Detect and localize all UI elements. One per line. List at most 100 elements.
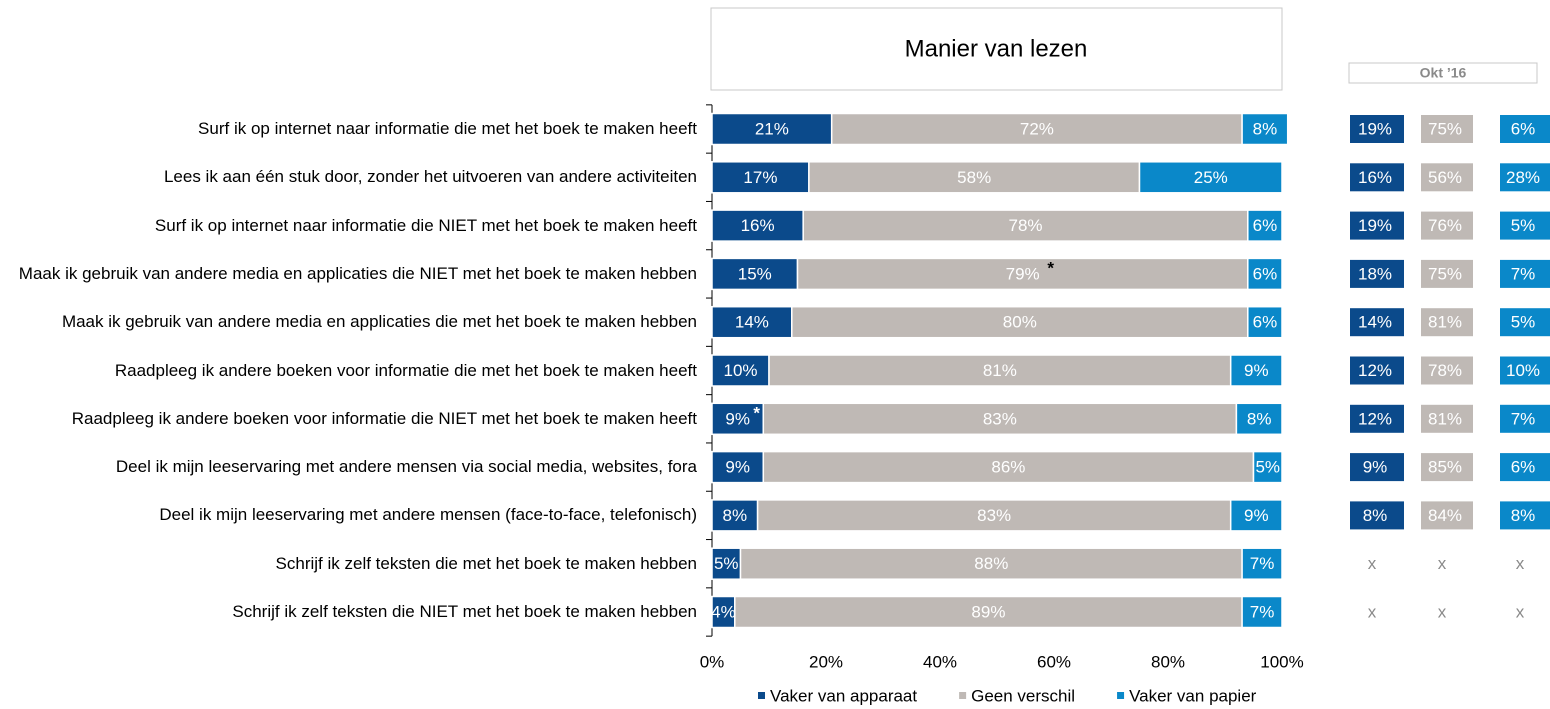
value-label: 58% [957,168,991,187]
comparison-value: x [1438,602,1447,621]
legend-label: Geen verschil [971,686,1075,705]
comparison-value: x [1368,554,1377,573]
value-label: 5% [1255,458,1280,477]
comparison-cell [1421,259,1473,288]
value-label: 9% [1244,506,1269,525]
comparison-cell [1421,453,1473,482]
bar-segment [1241,112,1289,146]
bar-segment [756,499,1232,532]
comparison-value: 19% [1358,216,1392,235]
bar-segment [808,161,1141,194]
bar-segment [739,547,1243,580]
comparison-value: 14% [1358,313,1392,332]
category-label: Maak ik gebruik van andere media en appl… [18,263,697,283]
comparison-value: 8% [1363,506,1388,525]
legend-label: Vaker van papier [1129,686,1257,705]
bar-segment [1235,402,1283,436]
value-label: 10% [723,361,757,380]
comparison-cell [1350,356,1404,385]
value-label: 9% [1244,361,1269,380]
value-label: 7% [1250,554,1275,573]
comparison-cell [1421,163,1473,192]
comparison-cell [1500,308,1550,337]
comparison-value: x [1516,602,1525,621]
bar-segment [1241,595,1283,629]
comparison-cell [1350,211,1404,240]
value-label: 6% [1253,264,1278,283]
category-label: Schrijf ik zelf teksten die met het boek… [275,553,697,573]
value-label: 21% [755,119,789,138]
x-tick-label: 0% [700,652,725,671]
comparison-cell [1421,356,1473,385]
bar-segment [1138,161,1283,194]
comparison-value: 78% [1428,361,1462,380]
value-label: 7% [1250,602,1275,621]
bar-segment [1241,547,1283,580]
comparison-cell [1350,501,1404,530]
value-label: 14% [735,313,769,332]
legend-label: Vaker van apparaat [770,686,917,705]
category-label: Raadpleeg ik andere boeken voor informat… [71,408,697,428]
comparison-cell [1421,308,1473,337]
value-label: 8% [723,506,748,525]
x-tick-label: 20% [809,652,843,671]
comparison-value: 7% [1511,409,1536,428]
value-label: 83% [977,506,1011,525]
value-label: 4% [711,602,736,621]
category-label: Deel ik mijn leeservaring met andere men… [159,505,697,525]
comparison-cell [1350,163,1404,192]
comparison-cell [1350,115,1404,143]
value-label: 9% [725,409,750,428]
comparison-value: 6% [1511,458,1536,477]
comparison-value: x [1368,602,1377,621]
comparison-value: 28% [1506,168,1540,187]
value-label: 72% [1020,119,1054,138]
bar-segment [711,305,793,339]
x-tick-label: 80% [1151,652,1185,671]
comparison-cell [1421,211,1473,240]
comparison-cell [1421,404,1473,433]
bar-segment [734,595,1243,629]
title-box [710,7,1283,91]
comparison-cell [1500,259,1550,288]
value-label: 81% [983,361,1017,380]
x-tick-label: 100% [1260,652,1303,671]
bar-segment [1229,354,1283,387]
comparison-value: 5% [1511,216,1536,235]
comparison-cell [1350,308,1404,337]
annotation: * [1047,258,1054,277]
chart-title: Manier van lezen [905,35,1088,62]
comparison-cell [1500,163,1550,192]
value-label: 15% [738,264,772,283]
bar-segment [1229,499,1283,532]
comparison-cell [1500,501,1550,530]
bar-segment [802,209,1249,242]
value-label: 6% [1253,216,1278,235]
comparison-cell [1421,115,1473,143]
comparison-title: Okt ’16 [1420,65,1467,81]
category-label: Lees ik aan één stuk door, zonder het ui… [163,167,697,187]
category-label: Schrijf ik zelf teksten die NIET met het… [232,602,697,621]
value-label: 8% [1253,119,1278,138]
comparison-cell [1421,501,1473,530]
bar-segment [711,257,799,291]
comparison-cell [1350,453,1404,482]
value-label: 78% [1008,216,1042,235]
bar-segment [711,450,765,484]
value-label: 25% [1194,168,1228,187]
category-label: Maak ik gebruik van andere media en appl… [61,312,697,332]
comparison-cell [1500,356,1550,385]
category-label: Deel ik mijn leeservaring met andere men… [115,457,697,477]
legend-swatch [758,692,765,699]
comparison-cell [1350,404,1404,433]
bar-segment [711,209,804,242]
comparison-value: x [1438,554,1447,573]
category-label: Raadpleeg ik andere boeken voor informat… [114,360,697,380]
comparison-value: 84% [1428,506,1462,525]
comparison-value: 81% [1428,313,1462,332]
category-label: Surf ik op internet naar informatie die … [198,119,697,138]
bar-segment [1247,209,1283,242]
annotation: * [753,403,760,422]
comparison-value: 18% [1358,264,1392,283]
